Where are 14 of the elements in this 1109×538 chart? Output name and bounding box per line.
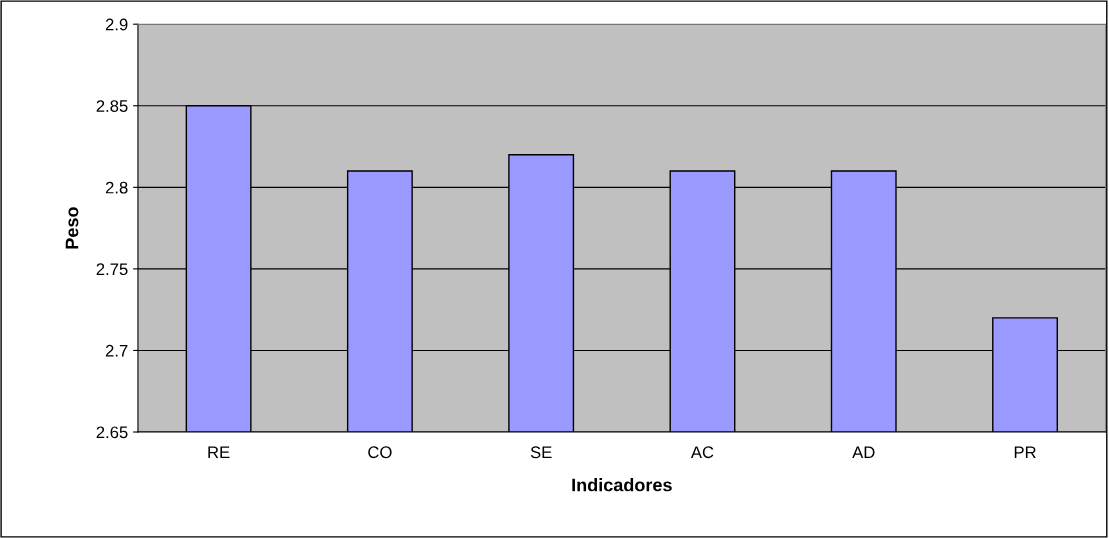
y-tick-label: 2.9 [105, 18, 128, 31]
x-tick-label: AD [852, 446, 875, 458]
x-tick-label: SE [530, 446, 552, 459]
x-tick-label: AC [690, 446, 714, 459]
y-tick-label: 2.85 [96, 100, 128, 112]
y-axis-title: Peso [65, 207, 79, 249]
y-tick-label: 2.75 [96, 263, 128, 276]
x-tick-label: CO [368, 446, 392, 459]
y-tick-label: 2.7 [105, 344, 128, 357]
y-tick-label: 2.8 [105, 181, 128, 194]
x-tick-label: PR [1014, 446, 1036, 458]
y-tick-label: 2.65 [96, 426, 128, 439]
x-axis-title: Indicadores [572, 478, 672, 492]
x-tick-label: RE [208, 446, 230, 458]
